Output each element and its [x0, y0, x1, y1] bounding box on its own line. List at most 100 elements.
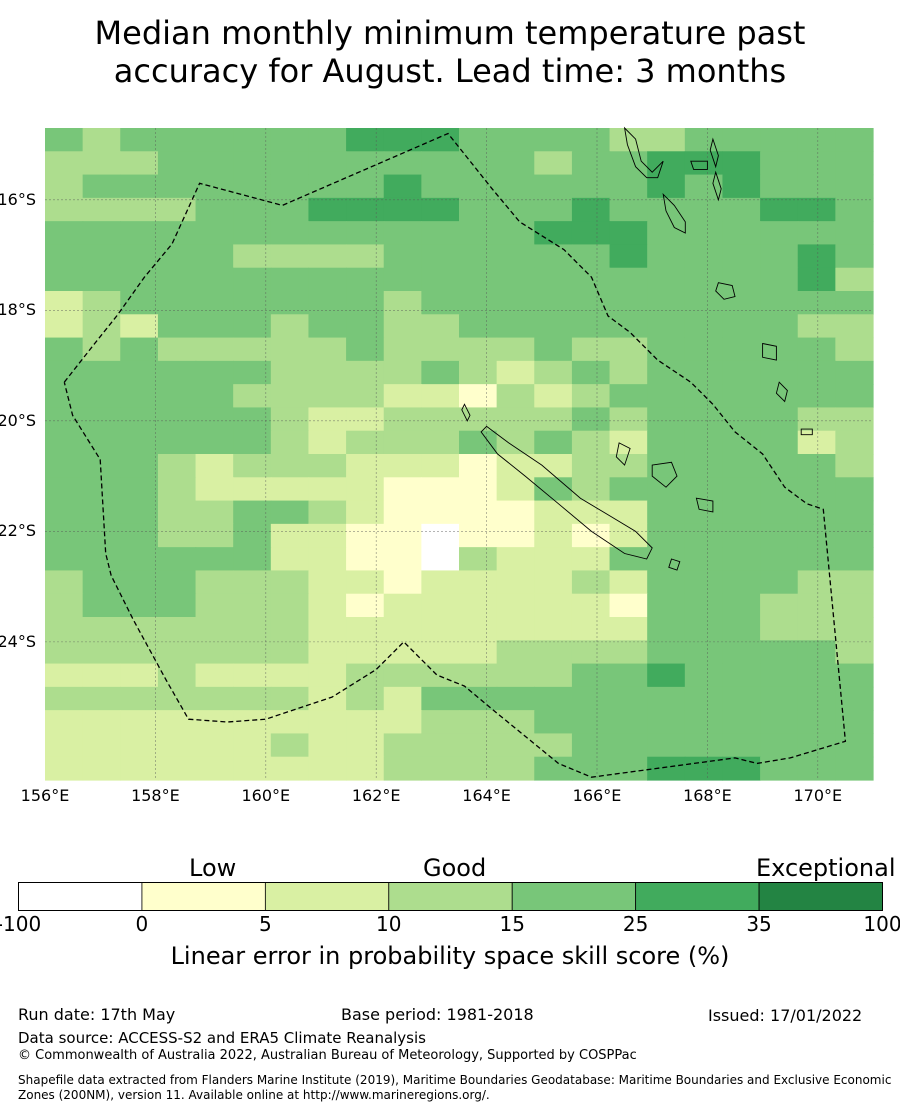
grid-cell	[459, 197, 498, 222]
grid-cell	[195, 710, 234, 735]
grid-cell	[157, 151, 197, 176]
grid-cell	[82, 151, 121, 176]
grid-cell	[722, 547, 761, 572]
grid-cell	[722, 710, 761, 735]
grid-cell	[797, 686, 836, 711]
grid-cell	[459, 151, 498, 176]
grid-cell	[534, 384, 573, 409]
grid-cell	[534, 291, 573, 315]
grid-cell	[233, 756, 272, 781]
grid-cell	[233, 197, 272, 222]
grid-cell	[421, 454, 460, 478]
grid-cell	[722, 267, 761, 292]
colorbar-title: Linear error in probability space skill …	[170, 942, 730, 970]
grid-cell	[383, 244, 422, 269]
grid-cell	[346, 756, 385, 781]
grid-cell	[647, 314, 686, 339]
grid-cell	[571, 593, 611, 618]
colorbar-segment	[141, 882, 266, 911]
grid-cell	[45, 128, 84, 152]
grid-cell	[157, 640, 197, 665]
grid-cell	[195, 291, 234, 315]
grid-cell	[157, 756, 197, 781]
grid-cell	[421, 407, 460, 432]
data-source: Data source: ACCESS-S2 and ERA5 Climate …	[18, 1029, 426, 1047]
grid-cell	[496, 640, 535, 665]
grid-cell	[82, 128, 121, 152]
grid-cell	[684, 244, 724, 269]
grid-cell	[647, 733, 686, 758]
grid-cell	[684, 151, 724, 176]
grid-cell	[308, 291, 347, 315]
grid-cell	[120, 570, 159, 595]
grid-cell	[797, 593, 836, 618]
longitude-tick-label: 162°E	[351, 786, 401, 805]
grid-cell	[233, 617, 272, 641]
grid-cell	[647, 686, 686, 711]
grid-cell	[722, 756, 761, 781]
grid-cell	[797, 477, 836, 502]
grid-cell	[760, 756, 799, 781]
grid-cell	[647, 430, 686, 455]
longitude-tick-label: 158°E	[131, 786, 180, 805]
grid-cell	[496, 337, 535, 362]
grid-cell	[722, 174, 761, 199]
grid-cell	[45, 756, 84, 781]
grid-cell	[421, 477, 460, 502]
grid-cell	[82, 523, 121, 548]
grid-cell	[233, 244, 272, 269]
grid-cell	[45, 617, 84, 641]
grid-cell	[346, 617, 385, 641]
grid-cell	[82, 267, 121, 292]
grid-cell	[496, 710, 535, 735]
grid-cell	[760, 197, 799, 222]
grid-cell	[647, 384, 686, 409]
grid-cell	[797, 430, 836, 455]
grid-cell	[797, 570, 836, 595]
grid-cell	[760, 244, 799, 269]
grid-cell	[120, 151, 159, 176]
grid-cell	[496, 477, 535, 502]
grid-cell	[797, 267, 836, 292]
grid-cell	[45, 384, 84, 409]
grid-cell	[195, 267, 234, 292]
grid-cell	[195, 360, 234, 385]
grid-cell	[571, 384, 611, 409]
grid-cell	[760, 128, 799, 152]
grid-cell	[195, 640, 234, 665]
grid-cell	[120, 640, 159, 665]
grid-cell	[383, 291, 422, 315]
grid-cell	[82, 244, 121, 269]
grid-cell	[647, 547, 686, 572]
longitude-tick-label: 170°E	[793, 786, 843, 805]
grid-cell	[195, 197, 234, 222]
grid-cell	[270, 314, 310, 339]
grid-cell	[647, 174, 686, 199]
island-outline	[709, 137, 719, 169]
grid-cell	[45, 360, 84, 385]
grid-cell	[835, 151, 874, 176]
grid-cell	[459, 128, 498, 152]
grid-cell	[270, 500, 310, 525]
grid-cell	[82, 547, 121, 572]
grid-cell	[647, 267, 686, 292]
island-outline	[662, 192, 686, 234]
grid-cell	[421, 360, 460, 385]
grid-cell	[609, 710, 648, 735]
grid-cell	[233, 267, 272, 292]
grid-cell	[120, 337, 159, 362]
grid-cell	[157, 128, 197, 152]
grid-cell	[684, 314, 724, 339]
grid-cell	[233, 523, 272, 548]
grid-cell	[270, 360, 310, 385]
grid-cell	[760, 454, 799, 478]
grid-cell	[760, 430, 799, 455]
grid-cell	[534, 244, 573, 269]
grid-cell	[571, 174, 611, 199]
grid-cell	[82, 174, 121, 199]
grid-cell	[797, 407, 836, 432]
grid-cell	[346, 128, 385, 152]
grid-cell	[647, 151, 686, 176]
grid-cell	[534, 547, 573, 572]
latitude-tick-label: 22°S	[0, 521, 36, 541]
